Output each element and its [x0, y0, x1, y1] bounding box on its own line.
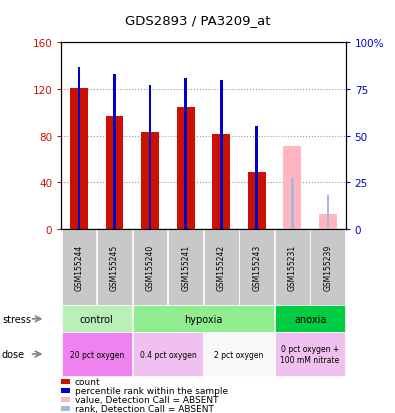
Text: GSM155231: GSM155231 — [288, 244, 297, 290]
Text: anoxia: anoxia — [294, 314, 326, 324]
Bar — [177, 107, 194, 229]
Text: GSM155243: GSM155243 — [252, 244, 261, 290]
Bar — [184, 78, 187, 229]
Bar — [220, 81, 222, 229]
Text: GSM155241: GSM155241 — [181, 244, 190, 290]
Text: GSM155244: GSM155244 — [75, 244, 83, 290]
Text: rank, Detection Call = ABSENT: rank, Detection Call = ABSENT — [75, 404, 214, 413]
Text: GSM155239: GSM155239 — [324, 244, 332, 290]
Text: percentile rank within the sample: percentile rank within the sample — [75, 386, 228, 395]
Text: 2 pct oxygen: 2 pct oxygen — [214, 350, 264, 358]
Bar — [213, 135, 230, 229]
Bar — [248, 172, 265, 229]
Text: control: control — [80, 314, 114, 324]
Bar — [256, 127, 258, 229]
Text: GDS2893 / PA3209_at: GDS2893 / PA3209_at — [125, 14, 270, 27]
Bar — [291, 179, 293, 229]
Text: GSM155242: GSM155242 — [217, 244, 226, 290]
Text: dose: dose — [2, 349, 25, 359]
Text: value, Detection Call = ABSENT: value, Detection Call = ABSENT — [75, 395, 218, 404]
Bar — [319, 214, 337, 229]
Text: 20 pct oxygen: 20 pct oxygen — [70, 350, 124, 358]
Text: GSM155240: GSM155240 — [146, 244, 154, 290]
Bar — [141, 133, 159, 229]
Bar — [284, 147, 301, 229]
Bar — [113, 75, 116, 229]
Bar — [327, 196, 329, 229]
Bar — [78, 67, 80, 229]
Bar — [70, 89, 88, 229]
Text: 0 pct oxygen +
100 mM nitrate: 0 pct oxygen + 100 mM nitrate — [280, 344, 340, 364]
Text: 0.4 pct oxygen: 0.4 pct oxygen — [139, 350, 196, 358]
Text: GSM155245: GSM155245 — [110, 244, 119, 290]
Text: stress: stress — [2, 314, 31, 324]
Text: hypoxia: hypoxia — [184, 314, 223, 324]
Text: count: count — [75, 377, 100, 386]
Bar — [106, 116, 123, 229]
Bar — [149, 86, 151, 229]
